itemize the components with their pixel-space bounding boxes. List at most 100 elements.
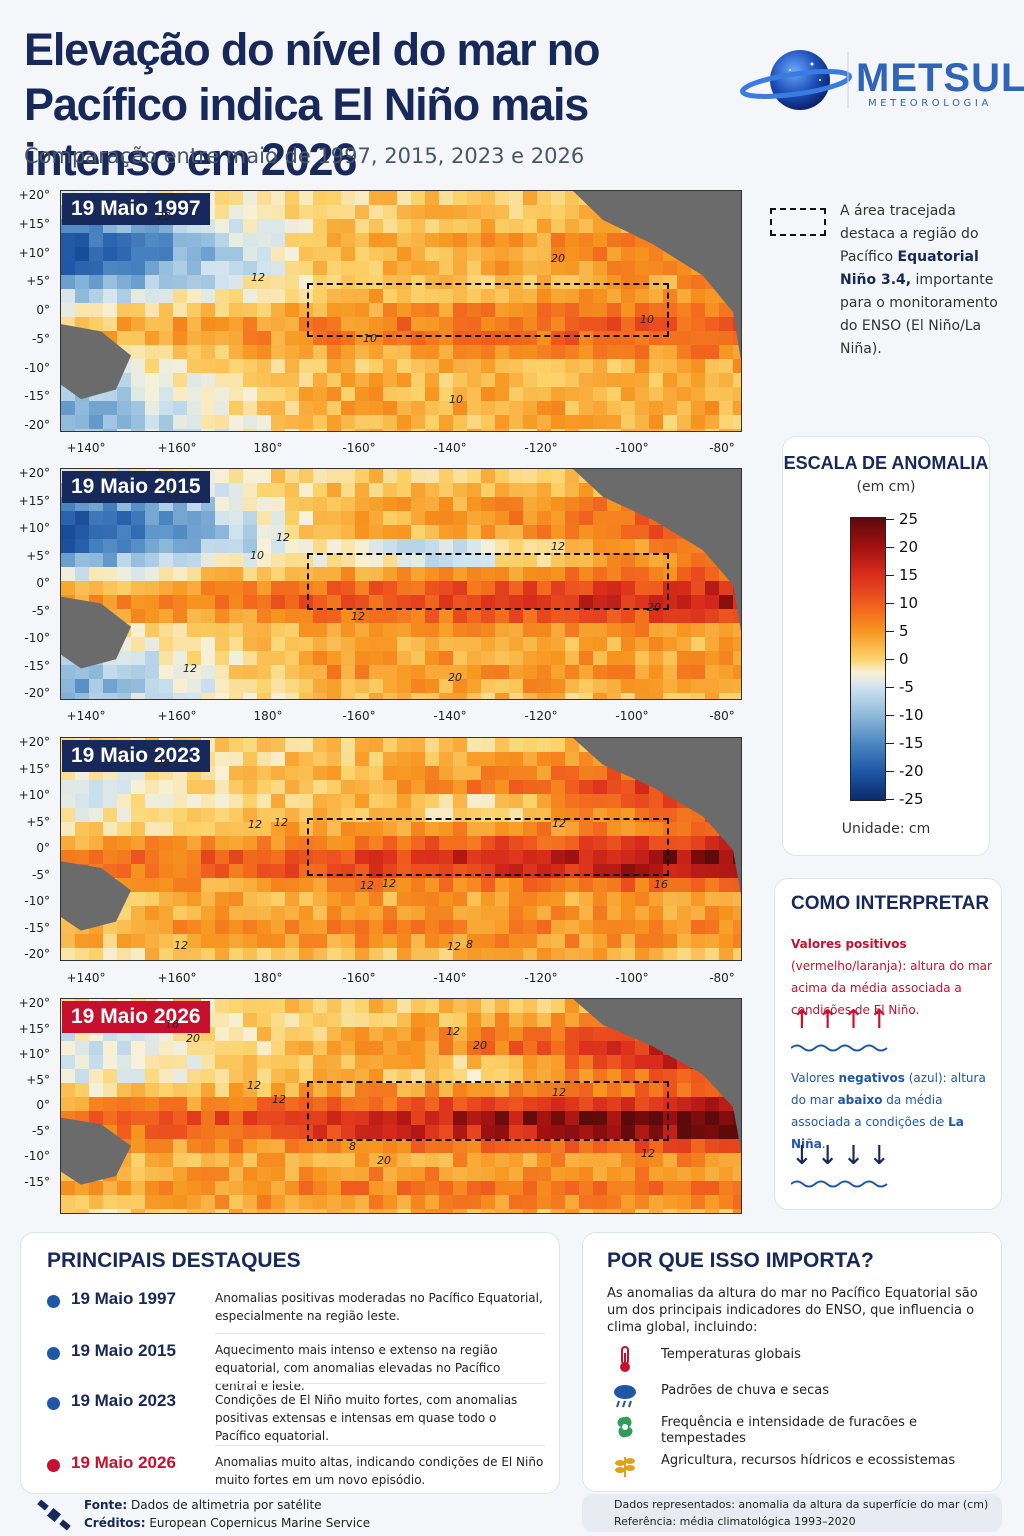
heatmap-field <box>61 469 741 699</box>
scale-tick <box>886 743 894 744</box>
heatmap-field <box>61 738 741 960</box>
land-new-guinea <box>61 1117 131 1185</box>
contour-label: 20 <box>647 601 661 614</box>
scale-tick-label: 15 <box>899 566 919 584</box>
contour-label: 12 <box>552 817 566 830</box>
positive-values-text: Valores positivos (vermelho/laranja): al… <box>791 937 992 1017</box>
longitude-tick-label: -120° <box>524 709 558 723</box>
why-item-agriculture: Agricultura, recursos hídricos e ecossis… <box>607 1451 987 1485</box>
anomaly-scale: ESCALA DE ANOMALIA (em cm) 25 20 15 10 5 0 -5 -… <box>782 436 990 856</box>
contour-label: 12 <box>551 540 565 553</box>
contour-label: 12 <box>382 877 396 890</box>
interpret-box: COMO INTERPRETAR Valores positivos (verm… <box>774 878 1002 1210</box>
latitude-tick-label: -15° <box>24 920 50 935</box>
land-americas <box>573 738 741 895</box>
latitude-tick-label: -5° <box>32 1123 50 1138</box>
longitude-tick-label: -80° <box>709 709 735 723</box>
data-note-line2: Referência: média climatológica 1993–202… <box>614 1515 856 1528</box>
nino34-dashed-box <box>307 283 669 337</box>
latitude-tick-label: +5° <box>26 274 50 289</box>
source-line: Fonte: Dados de altimetria por satélite <box>84 1498 322 1512</box>
anomaly-map <box>60 190 742 432</box>
longitude-tick-label: -160° <box>342 709 376 723</box>
contour-label: 12 <box>552 1086 566 1099</box>
divider <box>215 1333 545 1334</box>
divider <box>215 1445 545 1446</box>
source-credits: Fonte: Dados de altimetria por satélite … <box>36 1496 556 1534</box>
latitude-tick-label: -5° <box>32 867 50 882</box>
latitude-tick-label: +20° <box>18 466 50 480</box>
why-item-hurricane: Frequência e intensidade de furacões e t… <box>607 1413 987 1447</box>
latitude-tick-label: +5° <box>26 814 50 829</box>
latitude-tick-label: +10° <box>18 245 50 260</box>
satellite-icon <box>37 1499 71 1531</box>
bullet-dot-icon <box>47 1459 60 1472</box>
anomaly-map <box>60 468 742 700</box>
scale-tick-label: -5 <box>899 678 914 696</box>
logo-subtitle: METEOROLOGIA <box>868 98 992 109</box>
down-arrows-icon: ↓↓↓↓ <box>791 1141 895 1171</box>
hurricane-icon <box>617 1416 633 1438</box>
logo-name: METSUL <box>856 56 1024 100</box>
latitude-tick-label: -5° <box>32 603 50 618</box>
heatmap-field <box>61 191 741 431</box>
longitude-tick-label: +140° <box>66 709 106 723</box>
highlight-description: Aquecimento mais intenso e extenso na re… <box>215 1343 501 1393</box>
longitude-tick-label: -140° <box>433 709 467 723</box>
contour-label: 10 <box>640 313 654 326</box>
latitude-tick-label: 0° <box>36 303 50 317</box>
longitude-tick-label: -140° <box>433 971 467 985</box>
scale-tick <box>886 715 894 716</box>
contour-label: 10 <box>363 332 377 345</box>
longitude-tick-label: -160° <box>342 971 376 985</box>
longitude-tick-label: +160° <box>157 709 197 723</box>
contour-label: 12 <box>360 879 374 892</box>
contour-label: 10 <box>166 488 180 501</box>
interpret-title: COMO INTERPRETAR <box>791 893 990 914</box>
wave-icon <box>791 1180 888 1188</box>
scale-tick-label: 0 <box>899 650 909 668</box>
scale-tick <box>886 659 894 660</box>
longitude-tick-label: -80° <box>709 971 735 985</box>
contour-label: 12 <box>251 271 265 284</box>
contour-label: 12 <box>248 818 262 831</box>
map-date-label: 19 Maio 2015 <box>62 471 210 503</box>
why-intro: As anomalias da altura do mar no Pacífic… <box>607 1286 978 1335</box>
latitude-tick-label: -20° <box>24 418 50 432</box>
contour-label: 12 <box>183 662 197 675</box>
contour-label: 12 <box>351 610 365 623</box>
scale-subtitle: (em cm) <box>856 479 916 495</box>
why-item-text: Temperaturas globais <box>661 1347 801 1362</box>
nino34-dashed-box <box>307 553 669 610</box>
latitude-tick-label: -20° <box>24 947 50 961</box>
plant-icon <box>615 1457 635 1477</box>
scale-tick-label: -25 <box>899 790 924 808</box>
scale-tick-label: 10 <box>899 594 919 612</box>
contour-label: 12 <box>174 939 188 952</box>
bullet-dot-icon <box>47 1397 60 1410</box>
latitude-tick-label: -15° <box>24 1174 50 1189</box>
rain-cloud-icon <box>614 1385 636 1408</box>
highlight-date: 19 Maio 1997 <box>71 1289 176 1308</box>
scale-tick <box>886 575 894 576</box>
latitude-tick-label: -10° <box>24 1149 50 1163</box>
longitude-tick-label: +140° <box>66 441 106 455</box>
land-americas <box>573 999 741 1151</box>
contour-label: 16 <box>165 1018 179 1031</box>
color-bar <box>850 517 886 801</box>
wave-icon <box>791 1044 888 1052</box>
latitude-tick-label: 0° <box>36 576 50 590</box>
contour-label: 20 <box>186 1032 200 1045</box>
latitude-tick-label: -10° <box>24 360 50 375</box>
contour-label: 16 <box>654 878 668 891</box>
data-note: Dados representados: anomalia da altura … <box>582 1494 1002 1532</box>
why-title: POR QUE ISSO IMPORTA? <box>607 1249 874 1272</box>
why-it-matters-box: POR QUE ISSO IMPORTA? As anomalias da al… <box>582 1232 1002 1492</box>
highlight-description: Condições de El Niño muito fortes, com a… <box>215 1393 518 1443</box>
longitude-tick-label: -100° <box>615 971 649 985</box>
scale-tick <box>886 687 894 688</box>
anomaly-map <box>60 737 742 961</box>
scale-tick-label: 25 <box>899 510 919 528</box>
latitude-tick-label: +5° <box>26 1072 50 1087</box>
scale-tick <box>886 771 894 772</box>
